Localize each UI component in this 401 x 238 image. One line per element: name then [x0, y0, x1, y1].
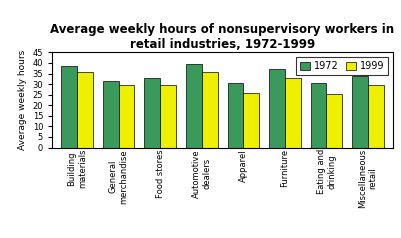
Y-axis label: Average weekly hours: Average weekly hours — [18, 50, 27, 150]
Bar — [160, 85, 176, 148]
Bar — [326, 94, 342, 148]
Bar — [202, 72, 218, 148]
Bar — [368, 85, 384, 148]
Bar — [61, 66, 77, 148]
Bar — [144, 78, 160, 148]
Bar — [243, 93, 259, 148]
Bar — [186, 64, 202, 148]
Title: Average weekly hours of nonsupervisory workers in
retail industries, 1972-1999: Average weekly hours of nonsupervisory w… — [51, 23, 395, 51]
Legend: 1972, 1999: 1972, 1999 — [296, 57, 388, 75]
Bar — [269, 69, 285, 148]
Bar — [285, 78, 301, 148]
Bar — [227, 83, 243, 148]
Bar — [77, 72, 93, 148]
Bar — [352, 76, 368, 148]
Bar — [311, 83, 326, 148]
Bar — [103, 81, 119, 148]
Bar — [119, 85, 134, 148]
